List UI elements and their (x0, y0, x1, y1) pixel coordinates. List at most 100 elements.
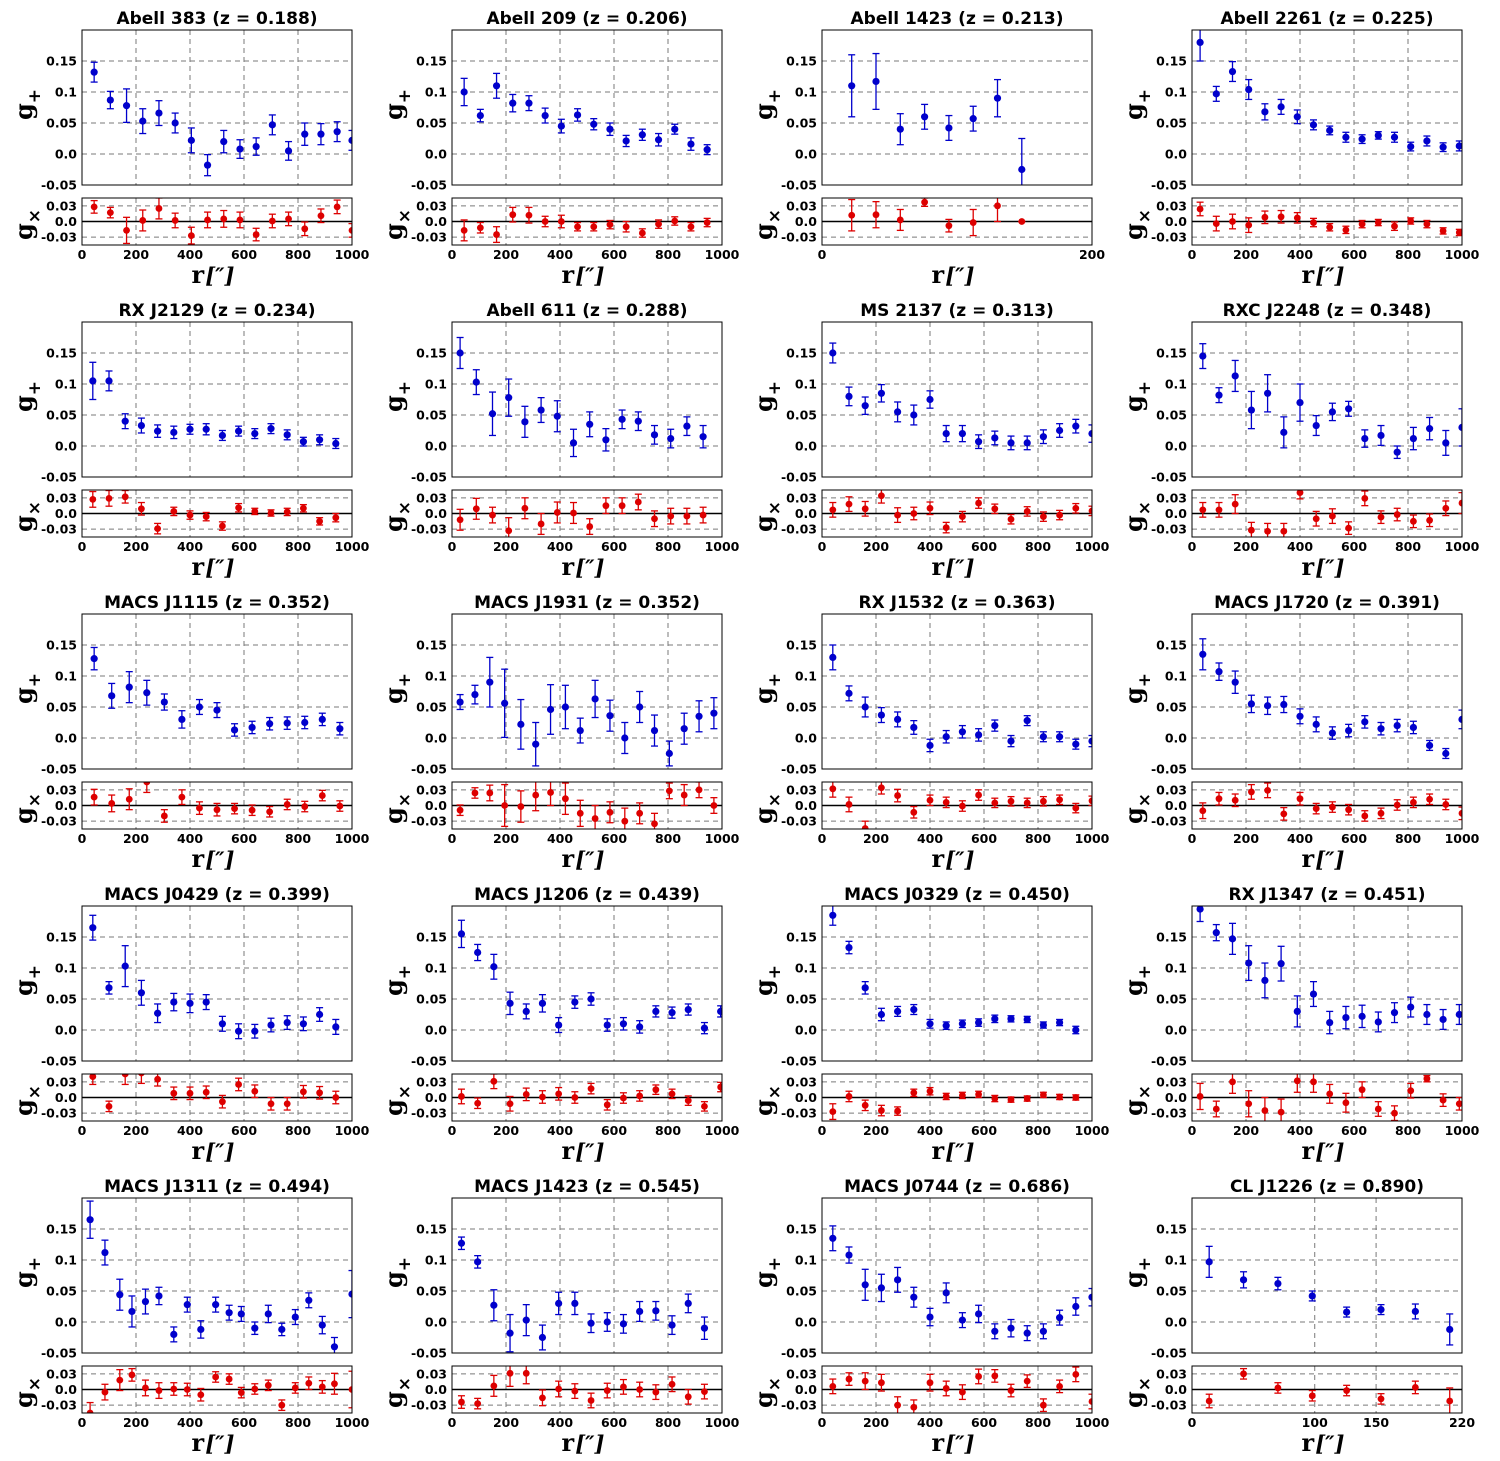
gcross-point (861, 505, 869, 513)
gcross-series (86, 1367, 352, 1413)
y-tick-label: 0.05 (416, 992, 447, 1007)
gplus-point (143, 689, 151, 697)
gcross-point (1023, 1095, 1031, 1102)
gcross-point (1196, 205, 1204, 213)
gcross-point (701, 1388, 708, 1395)
gplus-point (268, 121, 276, 129)
y-tick-label: 0.05 (1156, 1284, 1187, 1299)
gplus-point (1326, 1018, 1334, 1027)
x-tick-label: 800 (1395, 1123, 1421, 1138)
gplus-point (703, 146, 711, 154)
radius-axis-label: r[″] (932, 1136, 975, 1165)
gcross-axes-frame (821, 197, 1093, 246)
gplus-point (1277, 960, 1285, 968)
gcross-point (90, 793, 98, 801)
gplus-point (652, 1007, 660, 1016)
gcross-point (942, 798, 950, 806)
gcross-axis-label: g× (379, 209, 415, 240)
y-tick-label: 0.15 (786, 638, 817, 653)
gcross-point (845, 1093, 853, 1100)
y-tick-label: -0.03 (411, 814, 447, 829)
radius-axis-label: r[″] (562, 844, 605, 873)
y-tick-label: 0.15 (46, 346, 77, 361)
gplus-point (606, 125, 614, 133)
gcross-point (587, 1397, 595, 1404)
gplus-point (457, 1239, 466, 1247)
gplus-point (1358, 1012, 1366, 1020)
x-tick-label: 1000 (705, 247, 740, 262)
gplus-point (267, 425, 275, 433)
gplus-point (187, 136, 195, 144)
gplus-point (877, 389, 886, 397)
gplus-series (457, 919, 722, 1035)
gplus-point (183, 1301, 191, 1309)
gcross-point (878, 492, 885, 500)
gcross-axis-label: g× (379, 793, 415, 824)
gcross-axis-label: g× (1119, 209, 1155, 240)
gcross-axes-frame (821, 1073, 1093, 1122)
gcross-point (959, 802, 966, 810)
gcross-point (1248, 526, 1255, 534)
panel-title: MACS J1931 (z = 0.352) (474, 593, 700, 613)
y-tick-label: 0.05 (46, 116, 77, 131)
gplus-point (654, 136, 663, 144)
gcross-point (1215, 795, 1223, 803)
gcross-point (557, 218, 565, 225)
gcross-point (170, 1089, 178, 1097)
y-tick-label: -0.05 (411, 1054, 447, 1069)
gplus-series (456, 336, 707, 458)
gcross-point (926, 1379, 934, 1387)
gcross-point (86, 1409, 94, 1413)
y-tick-label: 0.0 (425, 1023, 447, 1038)
y-tick-label: 0.0 (795, 731, 817, 746)
cluster-panel: RX J1532 (z = 0.363) 0.15 0.1 0.05 0.0 -0.05 0… (749, 593, 1110, 873)
y-tick-label: 0.05 (416, 408, 447, 423)
gplus-point (348, 136, 352, 144)
gplus-point (1455, 1010, 1462, 1019)
x-tick-label: 800 (655, 831, 681, 846)
cluster-panel: RX J2129 (z = 0.234) 0.15 0.1 0.05 0.0 -0.05 0… (9, 301, 370, 581)
gcross-axes-frame (81, 1365, 353, 1414)
gplus-point (267, 1021, 275, 1029)
x-tick-label: 1000 (705, 831, 740, 846)
x-tick-label: 600 (971, 539, 997, 554)
y-tick-label: 0.05 (46, 1284, 77, 1299)
gcross-point (878, 1107, 885, 1114)
gcross-point (183, 1386, 191, 1393)
x-tick-label: 200 (863, 539, 889, 554)
gplus-series (457, 1236, 709, 1353)
y-tick-label: 0.1 (425, 961, 447, 976)
y-tick-label: 0.1 (795, 85, 817, 100)
gplus-point (1458, 715, 1462, 723)
gcross-point (187, 232, 195, 240)
y-tick-label: 0.15 (1156, 1222, 1187, 1237)
x-tick-label: 200 (493, 1123, 519, 1138)
x-tick-label: 600 (231, 247, 257, 262)
x-tick-label: 800 (1025, 831, 1051, 846)
gplus-point (283, 719, 291, 727)
gplus-point (218, 431, 226, 440)
gcross-point (1455, 229, 1462, 236)
x-tick-label: 400 (177, 1415, 203, 1430)
gcross-point (1377, 809, 1385, 817)
gcross-point (878, 1379, 885, 1387)
gplus-axis-label: g+ (9, 381, 45, 412)
gplus-point (521, 418, 529, 426)
gcross-point (283, 1100, 291, 1108)
gplus-point (105, 984, 113, 992)
gcross-point (506, 1100, 514, 1108)
radius-axis-label: r[″] (192, 1136, 235, 1165)
gplus-series (456, 656, 718, 767)
gcross-point (1007, 1387, 1015, 1394)
gplus-axes-frame (81, 29, 353, 186)
cluster-panel: CL J1226 (z = 0.890) 0.15 0.1 0.05 0.0 -0.05 0… (1119, 1177, 1475, 1457)
gplus-point (1277, 103, 1285, 111)
gplus-point (861, 703, 869, 711)
x-tick-label: 400 (1287, 1123, 1313, 1138)
gplus-point (1039, 1021, 1047, 1029)
gplus-point (106, 96, 114, 104)
gplus-point (1039, 433, 1047, 441)
gplus-point (587, 995, 595, 1003)
y-tick-label: 0.0 (795, 1090, 817, 1105)
